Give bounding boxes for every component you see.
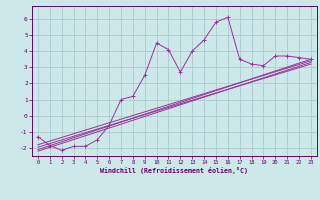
X-axis label: Windchill (Refroidissement éolien,°C): Windchill (Refroidissement éolien,°C)	[100, 167, 248, 174]
